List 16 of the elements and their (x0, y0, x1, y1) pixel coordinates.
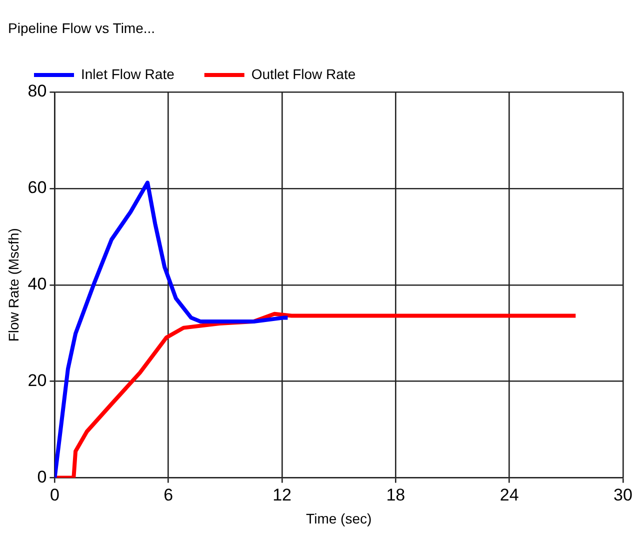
x-tick-label: 12 (272, 486, 292, 505)
y-tick-label: 0 (37, 467, 47, 486)
x-tick-label: 0 (50, 486, 60, 505)
x-axis-title: Time (sec) (306, 510, 372, 526)
x-tick-label: 30 (614, 486, 632, 505)
x-tick-label: 24 (500, 486, 519, 505)
x-tick-label: 6 (164, 486, 174, 505)
y-tick-label: 40 (28, 274, 47, 294)
y-tick-label: 80 (28, 82, 47, 101)
legend-label: Outlet Flow Rate (251, 66, 356, 82)
y-axis-title: Flow Rate (Mscfh) (5, 228, 22, 342)
y-tick-label: 20 (28, 371, 47, 390)
y-tick-label: 60 (28, 178, 47, 198)
legend-label: Inlet Flow Rate (81, 66, 175, 82)
chart-title: Pipeline Flow vs Time... (8, 20, 156, 36)
x-tick-label: 18 (386, 486, 406, 505)
